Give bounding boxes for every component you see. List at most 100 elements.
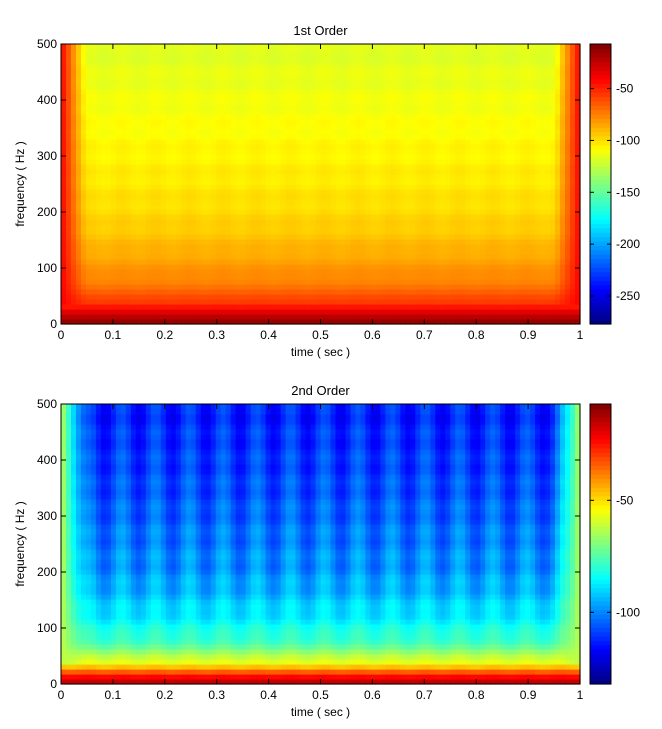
heatmap-cell [365,184,371,190]
heatmap-cell [485,204,491,210]
heatmap-cell [310,99,317,105]
heatmap-cell [315,244,322,250]
heatmap-cell [160,209,167,215]
heatmap-cell [250,144,257,150]
heatmap-cell [230,209,237,215]
heatmap-cell [205,104,212,110]
heatmap-cell [155,279,162,285]
heatmap-cell [535,124,541,130]
heatmap-cell [150,289,157,295]
heatmap-cell [305,284,312,290]
heatmap-cell [120,134,127,140]
heatmap-cell [135,159,142,165]
heatmap-cell [390,199,396,205]
heatmap-cell [560,304,566,310]
heatmap-cell [310,119,317,125]
heatmap-cell [65,114,72,120]
heatmap-cell [395,184,401,190]
heatmap-cell [335,84,342,90]
heatmap-cell [61,284,67,290]
heatmap-cell [495,99,501,105]
heatmap-cell [235,204,242,210]
heatmap-cell [100,234,107,240]
heatmap-cell [195,244,202,250]
heatmap-cell [80,149,87,155]
heatmap-cell [235,114,242,120]
heatmap-cell [220,159,227,165]
heatmap-cell [235,254,242,260]
heatmap-cell [545,159,551,165]
heatmap-cell [115,284,122,290]
heatmap-cell [65,169,72,175]
heatmap-cell [215,284,222,290]
heatmap-cell [225,204,232,210]
heatmap-cell [165,104,172,110]
heatmap-cell [570,229,576,235]
heatmap-cell [385,314,391,320]
heatmap-cell [280,134,287,140]
heatmap-cell [160,249,167,255]
heatmap-cell [240,124,247,130]
heatmap-cell [540,174,546,180]
heatmap-cell [200,179,207,185]
heatmap-cell [235,309,242,315]
heatmap-cell [200,294,207,300]
heatmap-cell [160,99,167,105]
heatmap-cell [465,209,471,215]
heatmap-cell [95,249,102,255]
heatmap-cell [385,144,391,150]
heatmap-cell [415,134,421,140]
heatmap-cell [115,154,122,160]
heatmap-cell [555,99,561,105]
heatmap-cell [310,149,317,155]
heatmap-cell [265,119,272,125]
heatmap-cell [180,224,187,230]
heatmap-cell [515,124,521,130]
heatmap-cell [570,164,576,170]
heatmap-cell [505,229,511,235]
heatmap-cell [340,124,347,130]
heatmap-cell [80,304,87,310]
heatmap-cell [550,189,556,195]
heatmap-cell [120,209,127,215]
heatmap-cell [205,299,212,305]
heatmap-cell [365,284,371,290]
heatmap-cell [115,214,122,220]
heatmap-cell [335,99,342,105]
heatmap-cell [445,174,451,180]
heatmap-cell [330,299,337,305]
heatmap-cell [535,99,541,105]
heatmap-cell [420,199,426,205]
heatmap-cell [80,94,87,100]
heatmap-cell [350,204,357,210]
heatmap-cell [205,124,212,130]
heatmap-cell [320,209,327,215]
heatmap-cell [575,254,581,260]
heatmap-cell [225,319,232,325]
heatmap-cell [285,129,292,135]
heatmap-cell [65,144,72,150]
heatmap-cell [535,194,541,200]
heatmap-cell [280,169,287,175]
heatmap-cell [515,319,521,325]
heatmap-cell [185,89,192,95]
heatmap-cell [285,89,292,95]
heatmap-cell [270,189,277,195]
heatmap-cell [240,259,247,265]
heatmap-cell [70,139,77,145]
heatmap-cell [260,299,267,305]
heatmap-cell [300,124,307,130]
heatmap-cell [150,199,157,205]
heatmap-cell [405,184,411,190]
heatmap-cell [355,304,362,310]
heatmap-cell [545,314,551,320]
heatmap-cell [360,124,367,130]
heatmap-cell [130,264,137,270]
heatmap-cell [280,109,287,115]
heatmap-cell [185,314,192,320]
heatmap-cell [300,314,307,320]
heatmap-cell [195,139,202,145]
heatmap-cell [145,184,152,190]
heatmap-cell [440,254,446,260]
heatmap-cell [345,204,352,210]
